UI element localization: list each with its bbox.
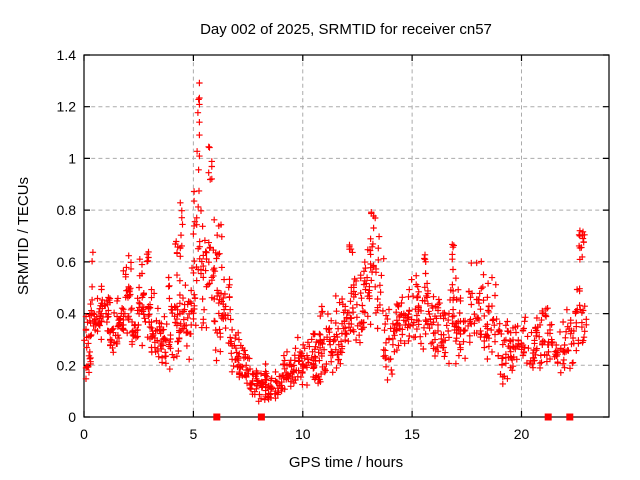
axis-ticks [83,54,609,418]
event-square-marker [544,413,552,421]
event-square-marker [213,413,221,421]
y-tick-label: 0.2 [57,357,77,373]
x-tick-label: 10 [295,426,311,442]
event-square-marker [566,413,574,421]
plot-border [83,54,610,418]
y-tick-label: 1.2 [57,99,77,115]
y-tick-label: 0 [68,409,76,425]
y-tick-label: 0.8 [57,202,77,218]
x-tick-label: 15 [404,426,420,442]
y-tick-label: 1 [68,150,76,166]
x-tick-label: 0 [80,426,88,442]
scatter-points [81,79,590,405]
x-tick-label: 20 [514,426,530,442]
plot-generated-layers: 0 5 10 15 20 0 0.2 0.4 0.6 0.8 1 1.2 1.4 [57,47,610,442]
y-axis-label: SRMTID / TECUs [15,177,32,295]
x-axis-label: GPS time / hours [289,454,403,471]
chart-title: Day 002 of 2025, SRMTID for receiver cn5… [200,21,492,38]
x-tick-label: 5 [190,426,198,442]
y-tick-label: 0.4 [57,306,77,322]
y-tick-label: 1.4 [57,47,77,63]
event-square-marker [257,413,265,421]
y-tick-label: 0.6 [57,254,77,270]
